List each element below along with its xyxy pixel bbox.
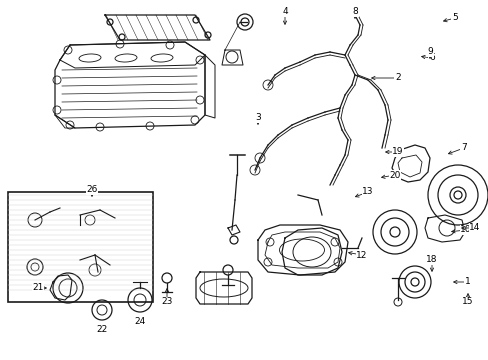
Text: 21: 21 — [32, 284, 43, 292]
Text: 26: 26 — [86, 185, 98, 194]
Text: 23: 23 — [161, 297, 172, 306]
Text: 10: 10 — [459, 225, 471, 234]
Text: 1: 1 — [464, 278, 470, 287]
Text: 8: 8 — [351, 8, 357, 17]
Text: 9: 9 — [426, 48, 432, 57]
Text: 18: 18 — [426, 256, 437, 265]
Text: 4: 4 — [282, 8, 287, 17]
Text: 6: 6 — [428, 54, 434, 63]
Text: 7: 7 — [460, 144, 466, 153]
Text: 24: 24 — [134, 318, 145, 327]
Bar — [8, 192, 153, 302]
Text: 22: 22 — [96, 325, 107, 334]
Text: 15: 15 — [461, 297, 473, 306]
Text: 19: 19 — [391, 148, 403, 157]
Text: 5: 5 — [451, 13, 457, 22]
Text: 13: 13 — [362, 188, 373, 197]
Text: 20: 20 — [388, 171, 400, 180]
Text: 12: 12 — [356, 251, 367, 260]
Text: 2: 2 — [394, 73, 400, 82]
Text: 3: 3 — [255, 113, 260, 122]
Text: 14: 14 — [468, 224, 480, 233]
